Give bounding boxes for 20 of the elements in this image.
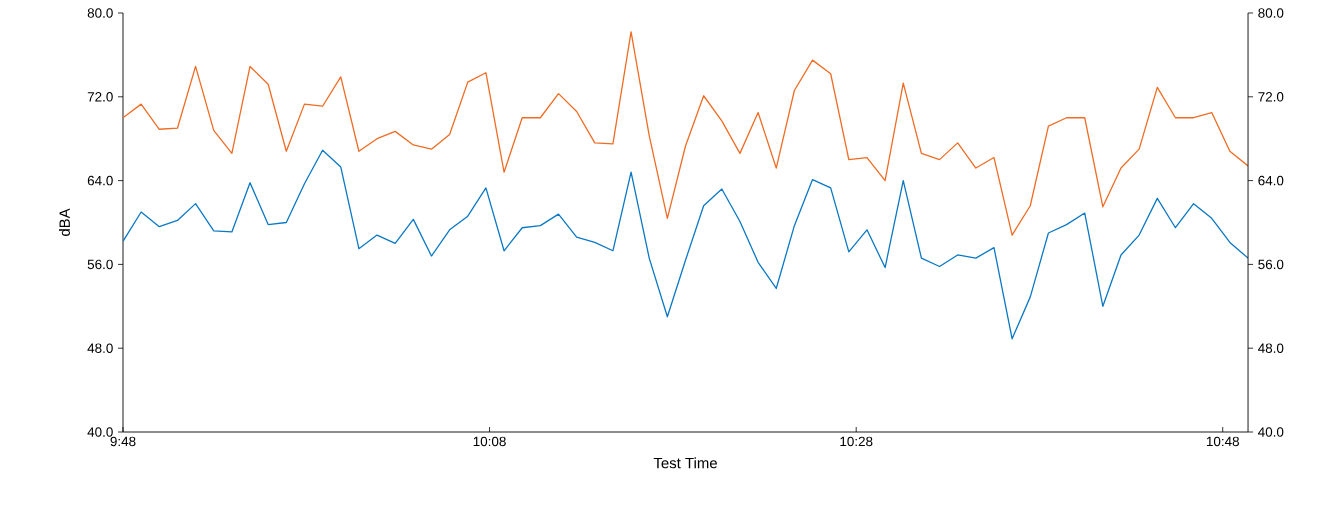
y-tick-label: 72.0 [87,92,113,102]
y2-tick-label: 72.0 [1258,92,1284,102]
y-axis-title: dBA [59,208,70,236]
x-tick-label: 10:28 [840,436,873,447]
x-tick-label: 10:48 [1206,436,1239,447]
y-tick-label: 64.0 [87,175,113,186]
y-tick-label: 80.0 [87,8,113,18]
x-tick-label: 9:48 [110,436,136,447]
line-series [123,31,1249,236]
y2-tick-label: 48.0 [1258,343,1284,353]
y-tick-label: 48.0 [87,343,113,353]
line-series [123,149,1249,340]
x-axis-title: Test Time [653,457,717,469]
y-tick-label: 40.0 [87,427,113,437]
y2-tick-label: 64.0 [1258,175,1284,186]
y-tick-label: 56.0 [87,259,113,270]
x-tick-label: 10:08 [473,436,506,447]
y2-tick-label: 56.0 [1258,259,1284,270]
y2-tick-label: 40.0 [1258,427,1284,437]
y2-tick-label: 80.0 [1258,8,1284,18]
